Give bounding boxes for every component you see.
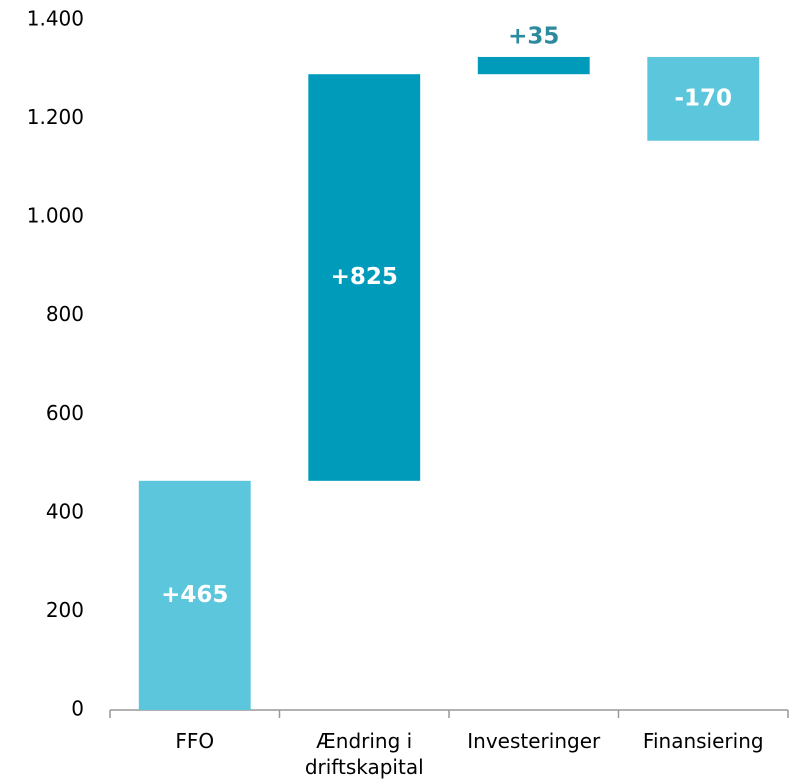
bar (647, 56, 760, 141)
value-label: +465 (161, 582, 228, 608)
x-tick-label: Ændring i driftskapital (304, 729, 424, 779)
x-tick-label: Finansiering (642, 729, 764, 753)
y-tick-label: 1.400 (27, 7, 84, 31)
y-tick-label: 1.000 (27, 204, 84, 228)
value-label: +35 (508, 23, 559, 49)
x-tick-label: FFO (175, 729, 215, 753)
y-tick-label: 0 (71, 697, 84, 721)
value-label: +825 (331, 264, 398, 290)
bar (308, 74, 421, 481)
y-tick-label: 1.200 (27, 105, 84, 129)
y-tick-label: 200 (46, 598, 84, 622)
y-tick-label: 400 (46, 499, 84, 523)
bar (477, 56, 590, 75)
y-tick-label: 600 (46, 401, 84, 425)
bar (138, 480, 251, 710)
x-tick-label: Investeringer (467, 729, 601, 753)
value-label: -170 (674, 85, 732, 111)
y-tick-label: 800 (46, 302, 84, 326)
